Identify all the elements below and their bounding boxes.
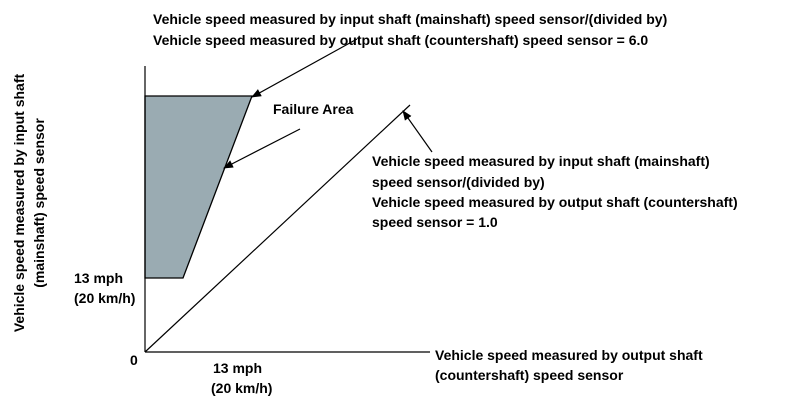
failure-area-label: Failure Area: [273, 101, 354, 117]
ratio-1-line: [144, 104, 411, 353]
right-ratio-label-line1: Vehicle speed measured by input shaft (m…: [372, 153, 710, 169]
x-axis-title-line2: (countershaft) speed sensor: [435, 367, 624, 383]
right-ratio-arrow: [402, 110, 433, 153]
origin-label: 0: [130, 352, 138, 368]
x-threshold-kmh: (20 km/h): [211, 380, 272, 396]
x-axis-title-line1: Vehicle speed measured by output shaft: [435, 347, 703, 363]
top-ratio-label-line2: Vehicle speed measured by output shaft (…: [153, 32, 648, 48]
y-threshold-kmh: (20 km/h): [74, 290, 135, 306]
right-ratio-label-line4: speed sensor = 1.0: [372, 214, 498, 230]
top-ratio-label-line1: Vehicle speed measured by input shaft (m…: [153, 11, 667, 27]
failure-area-arrow: [223, 128, 301, 169]
y-threshold-mph: 13 mph: [74, 270, 123, 286]
right-ratio-label-line2: speed sensor/(divided by): [372, 174, 545, 190]
x-threshold-mph: 13 mph: [213, 360, 262, 376]
y-axis-title-line2: (mainshaft) speed sensor: [31, 118, 47, 288]
y-axis-title-line1: Vehicle speed measured by input shaft: [11, 74, 27, 333]
top-ratio-arrow: [251, 38, 358, 98]
right-ratio-label-line3: Vehicle speed measured by output shaft (…: [372, 194, 738, 210]
failure-area-region: [144, 95, 253, 279]
